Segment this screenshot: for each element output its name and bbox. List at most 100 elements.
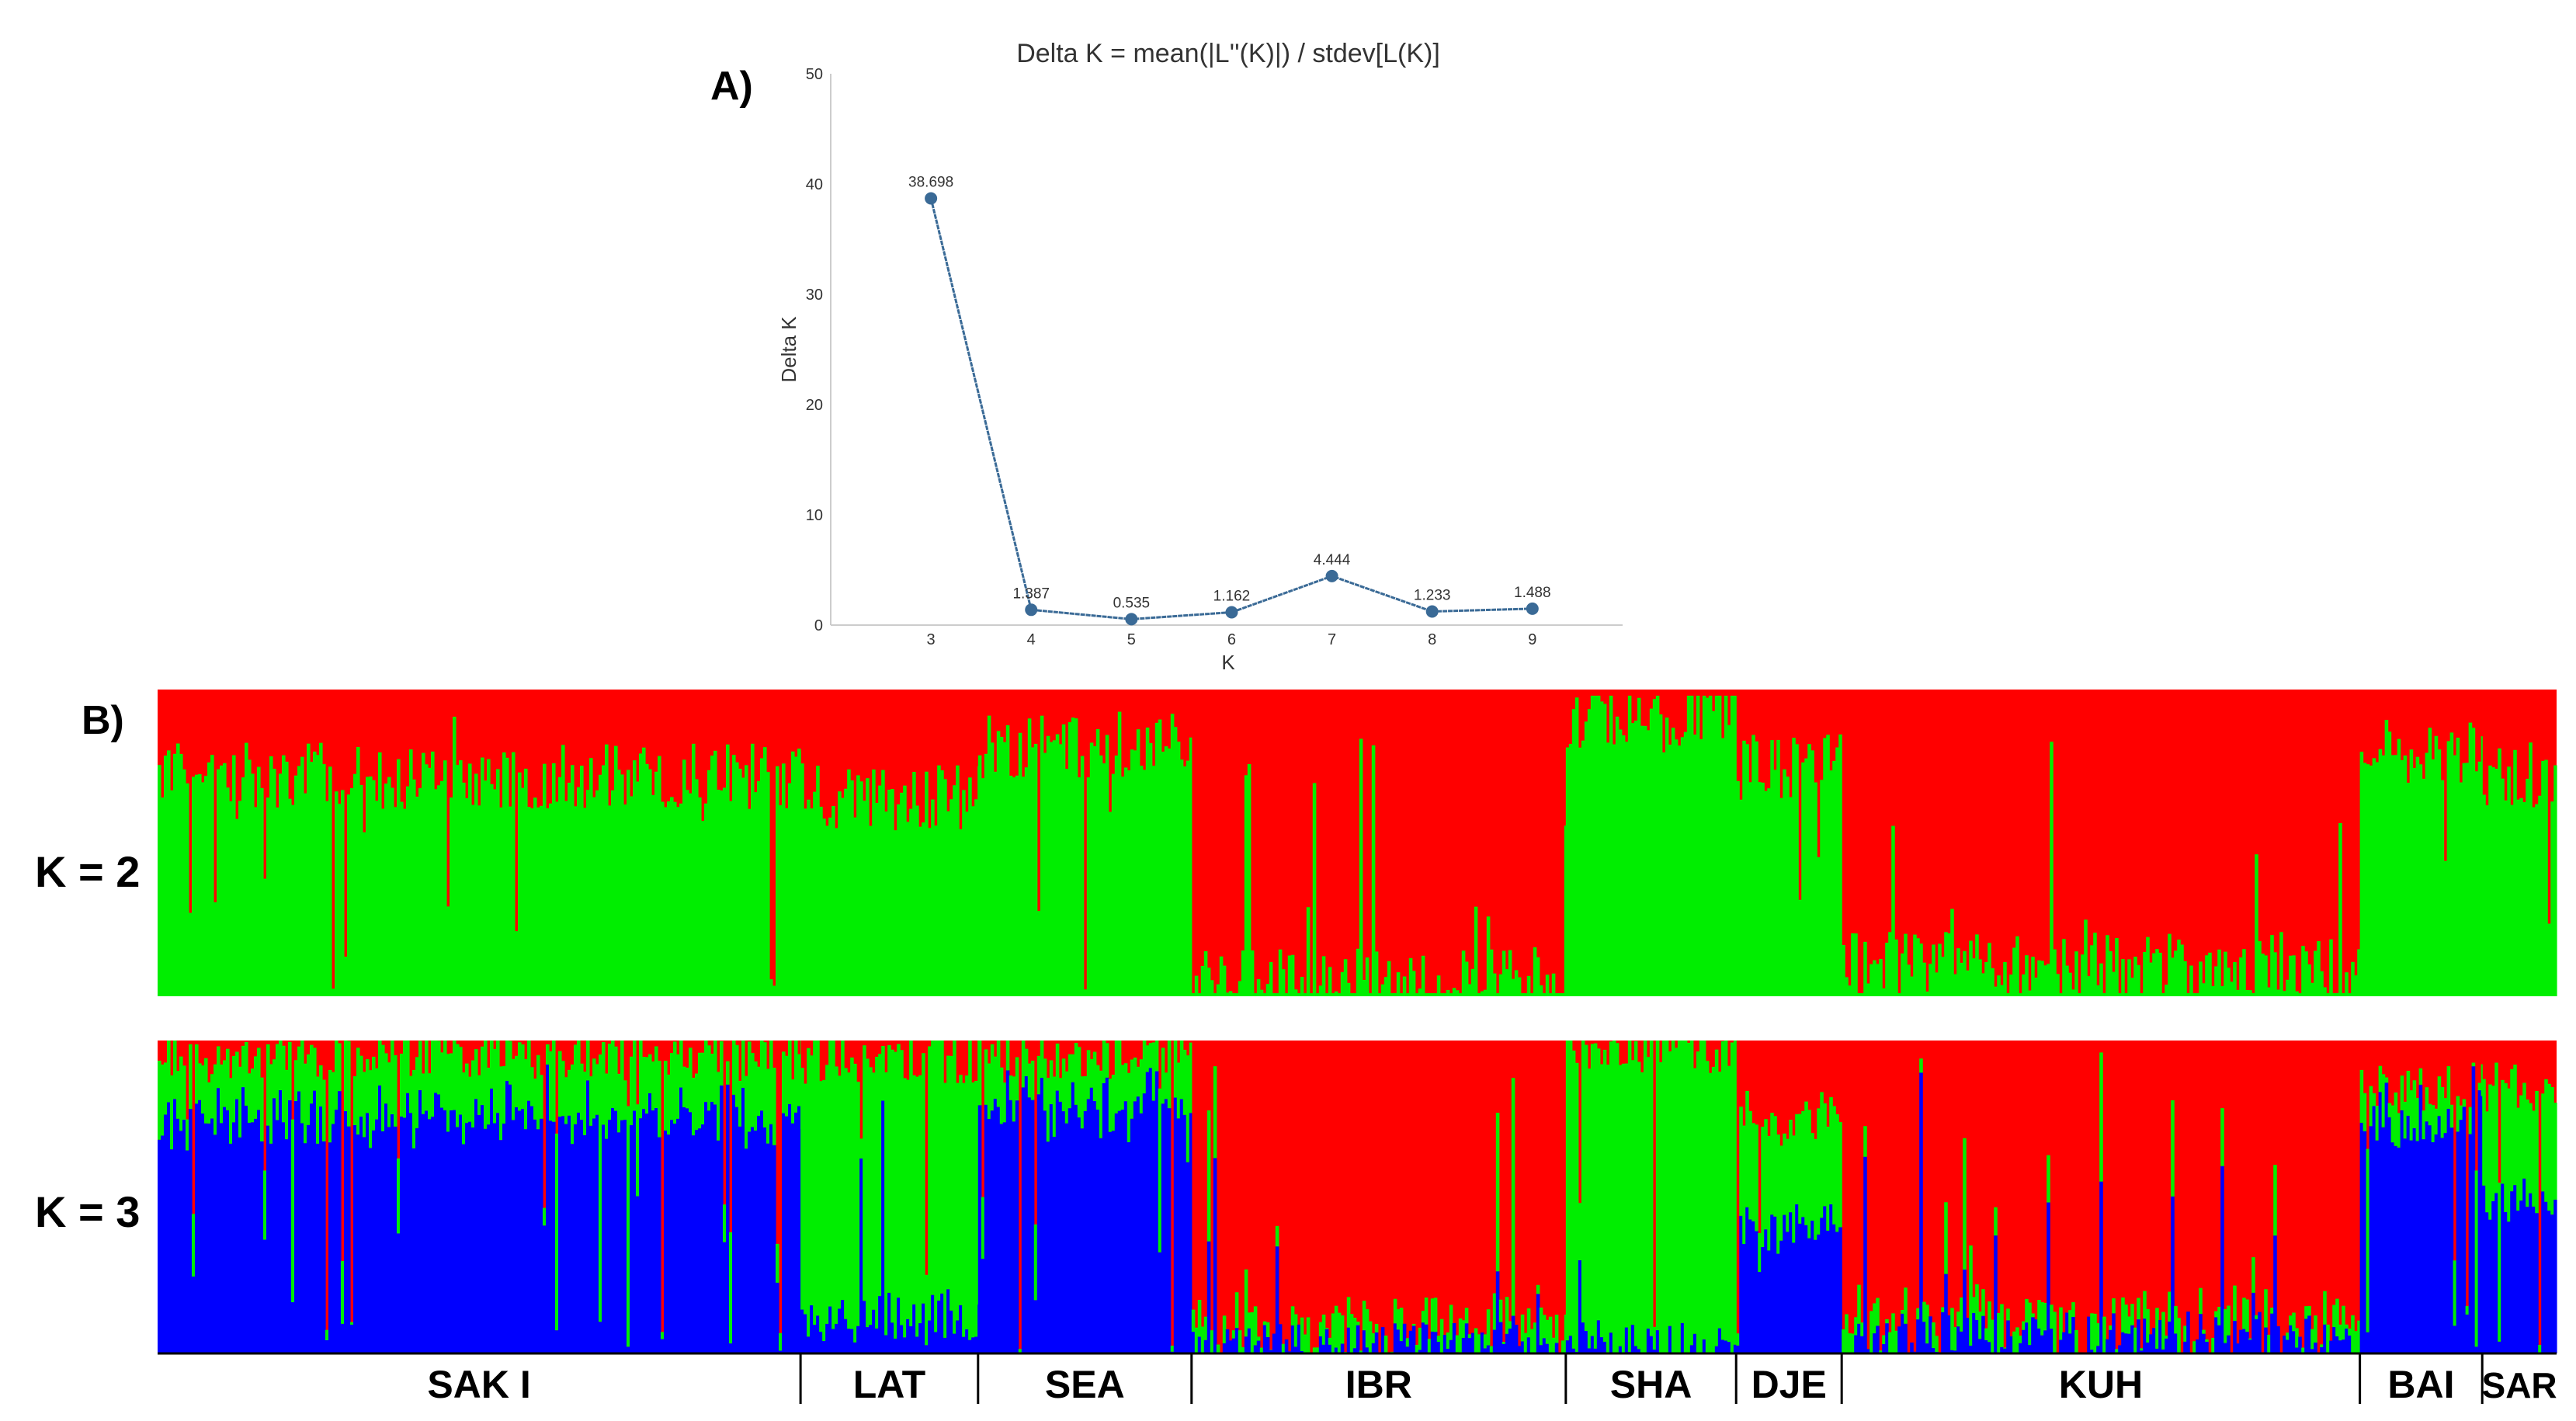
x-tick-label: 7 xyxy=(1328,631,1336,648)
k3-bar-blue xyxy=(1405,1346,1410,1353)
k2-bar-green xyxy=(620,774,624,996)
k3-bar-blue xyxy=(2121,1332,2125,1353)
k2-bar-green xyxy=(201,782,205,996)
k3-bar-blue xyxy=(962,1336,966,1353)
k3-bar-blue xyxy=(176,1118,180,1353)
k3-bar-blue xyxy=(1234,1328,1239,1353)
k2-bar-green xyxy=(515,931,519,996)
k2-bar-green xyxy=(1975,934,1979,996)
k2-bar-green xyxy=(909,808,913,996)
k3-bar-blue xyxy=(2431,1141,2435,1353)
k2-bar-green xyxy=(319,742,323,996)
k3-bar-blue xyxy=(394,1126,398,1353)
k3-bar-blue xyxy=(2437,1116,2442,1353)
k3-bar-green xyxy=(1786,1138,1790,1232)
k3-bar-blue xyxy=(192,1276,196,1353)
k3-bar-green xyxy=(760,1041,764,1111)
delta-k-point-label: 1.162 xyxy=(1213,588,1251,604)
k3-bar-green xyxy=(1529,1329,1534,1353)
k3-bar-green xyxy=(1879,1350,1883,1353)
k3-bar-blue xyxy=(2034,1319,2038,1353)
k3-bar-green xyxy=(2323,1291,2327,1325)
k3-bar-blue xyxy=(654,1107,658,1353)
k3-bar-blue xyxy=(2006,1320,2010,1353)
k2-bar-green xyxy=(282,755,286,996)
k3-bar-green xyxy=(2342,1305,2345,1340)
k2-bar-green xyxy=(269,756,273,996)
k3-bar-blue xyxy=(2031,1317,2035,1353)
k2-bar-green xyxy=(2425,752,2429,996)
k2-bar-green xyxy=(391,787,394,996)
row-label-k2: K = 2 xyxy=(35,847,140,896)
k3-bar-green xyxy=(335,1041,338,1110)
k3-bar-green xyxy=(1823,1103,1827,1207)
k2-bar-green xyxy=(878,785,882,996)
delta-k-point-label: 4.444 xyxy=(1314,552,1351,568)
k3-bar-green xyxy=(2434,1108,2439,1134)
k2-bar-green xyxy=(2462,763,2467,996)
k2-bar-green xyxy=(2028,990,2032,996)
k3-bar-blue xyxy=(2409,1140,2414,1353)
k3-bar-green xyxy=(2099,1052,2103,1182)
k3-bar-green xyxy=(1179,1041,1184,1100)
k3-bar-blue xyxy=(1213,1158,1217,1353)
k3-bar-blue xyxy=(841,1300,845,1353)
k3-bar-green xyxy=(1652,1326,1657,1350)
k3-bar-green xyxy=(1991,1319,1994,1353)
k3-bar-blue xyxy=(953,1333,956,1353)
k3-bar-blue xyxy=(853,1342,857,1353)
k3-bar-green xyxy=(313,1048,317,1091)
k3-bar-blue xyxy=(838,1308,842,1353)
k3-bar-green xyxy=(1474,1328,1478,1353)
k2-bar-green xyxy=(2242,949,2246,996)
delta-k-point-label: 1.387 xyxy=(1012,585,1050,602)
k3-bar-green xyxy=(1005,1041,1010,1071)
k3-bar-green xyxy=(651,1061,655,1111)
k2-bar-green xyxy=(1630,723,1635,996)
k3-bar-blue xyxy=(925,1345,929,1353)
k3-bar-blue xyxy=(630,1124,634,1353)
k2-bar-green xyxy=(1649,708,1654,996)
k3-bar-green xyxy=(925,1274,929,1346)
k3-bar-blue xyxy=(1714,1346,1719,1353)
k2-bar-green xyxy=(1764,790,1768,996)
k3-bar-green xyxy=(1565,1041,1570,1341)
k2-bar-green xyxy=(555,801,559,996)
k3-bar-blue xyxy=(2397,1147,2401,1353)
k2-bar-green xyxy=(1272,993,1276,996)
k3-bar-blue xyxy=(1275,1246,1279,1353)
k3-bar-blue xyxy=(1203,1339,1208,1353)
k3-bar-green xyxy=(869,1067,873,1325)
k2-bar-green xyxy=(1139,766,1144,996)
k3-bar-green xyxy=(1446,1332,1450,1350)
k2-bar-green xyxy=(664,807,668,996)
k3-bar-green xyxy=(251,1068,255,1123)
k2-bar-green xyxy=(953,785,956,996)
k3-bar-blue xyxy=(956,1320,960,1353)
k3-bar-green xyxy=(527,1041,531,1101)
k2-bar-green xyxy=(1148,742,1153,996)
k3-bar-green xyxy=(850,1057,854,1329)
k3-bar-blue xyxy=(356,1134,360,1353)
k2-bar-green xyxy=(1142,770,1147,996)
k3-bar-blue xyxy=(2149,1334,2153,1353)
delta-k-point xyxy=(925,192,938,205)
k3-bar-green xyxy=(1489,1346,1494,1353)
k3-bar-blue xyxy=(2000,1346,2004,1353)
k2-bar-green xyxy=(335,791,338,996)
k2-bar-green xyxy=(2087,976,2091,996)
k2-bar-green xyxy=(723,787,727,996)
k3-bar-blue xyxy=(450,1110,453,1353)
k3-bar-green xyxy=(1621,1063,1626,1353)
k3-bar-blue xyxy=(2440,1138,2445,1353)
k3-bar-green xyxy=(1418,1327,1422,1350)
k2-bar-green xyxy=(1262,993,1267,996)
k3-bar-green xyxy=(2375,1106,2380,1141)
k3-bar-blue xyxy=(2143,1319,2147,1353)
k3-bar-green xyxy=(831,1041,835,1329)
k3-bar-green xyxy=(586,1041,590,1081)
k2-bar-green xyxy=(1099,755,1103,996)
k3-bar-blue xyxy=(285,1139,289,1353)
k3-bar-green xyxy=(1587,1068,1592,1349)
k3-bar-blue xyxy=(897,1298,901,1353)
